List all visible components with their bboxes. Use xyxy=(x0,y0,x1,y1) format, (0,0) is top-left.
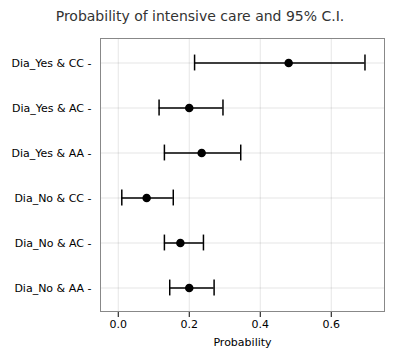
svg-text:0.6: 0.6 xyxy=(323,318,341,331)
svg-text:0.0: 0.0 xyxy=(110,318,128,331)
svg-text:Dia_Yes & AA -: Dia_Yes & AA - xyxy=(12,147,92,160)
svg-text:Dia_Yes & CC -: Dia_Yes & CC - xyxy=(12,57,92,70)
svg-text:Dia_Yes & AC -: Dia_Yes & AC - xyxy=(12,102,92,115)
svg-text:Dia_No & CC -: Dia_No & CC - xyxy=(14,192,91,205)
html-text:Probability of intensive care: Probability of intensive care and 95% C.… xyxy=(55,8,345,24)
svg-text:0.4: 0.4 xyxy=(252,318,270,331)
svg-text:Dia_No & AC -: Dia_No & AC - xyxy=(15,237,92,250)
svg-text:0.2: 0.2 xyxy=(181,318,199,331)
svg-text:Probability: Probability xyxy=(213,336,272,349)
svg-text:Dia_No & AA -: Dia_No & AA - xyxy=(14,282,91,295)
